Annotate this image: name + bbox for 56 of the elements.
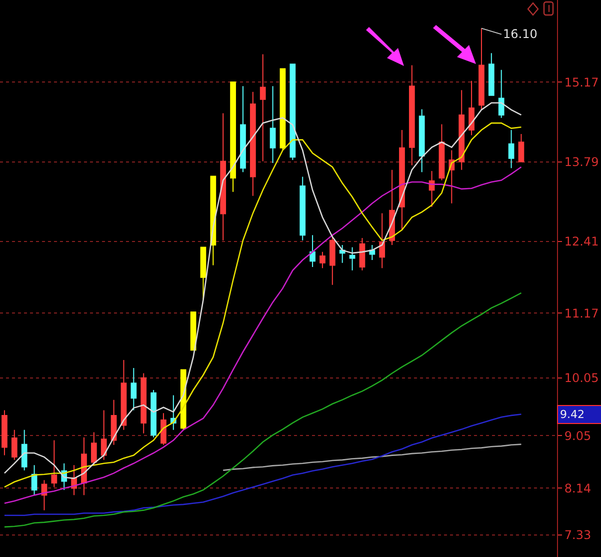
candlestick bbox=[408, 64, 415, 166]
candlestick bbox=[518, 134, 524, 162]
candlestick bbox=[300, 176, 306, 241]
candlestick bbox=[31, 464, 38, 496]
candlestick bbox=[508, 130, 514, 169]
candlestick bbox=[160, 412, 166, 446]
candlestick bbox=[320, 251, 326, 269]
candlestick bbox=[220, 112, 226, 241]
candlestick bbox=[240, 86, 246, 173]
candlestick bbox=[280, 68, 286, 151]
candlestick bbox=[418, 108, 425, 173]
candlestick bbox=[230, 82, 236, 192]
candlestick bbox=[329, 234, 336, 286]
candlestick bbox=[2, 410, 8, 456]
y-tick-label: 13.79 bbox=[564, 154, 599, 169]
candlestick bbox=[21, 429, 28, 471]
candlestick bbox=[110, 399, 117, 446]
candlestick bbox=[488, 52, 494, 96]
candlestick bbox=[120, 359, 127, 430]
candlestick bbox=[140, 372, 147, 434]
line-series bbox=[222, 444, 522, 471]
line-series bbox=[4, 292, 522, 528]
candlestick bbox=[498, 69, 504, 118]
y-tick-label: 9.05 bbox=[564, 428, 592, 443]
candlestick bbox=[458, 90, 465, 170]
y-tick-label: 15.17 bbox=[564, 75, 599, 90]
candlestick bbox=[90, 432, 97, 466]
candlestick bbox=[130, 368, 137, 411]
candlestick bbox=[11, 429, 18, 460]
candlestick bbox=[438, 124, 445, 181]
candlestick bbox=[100, 410, 107, 460]
y-tick-label: 8.14 bbox=[564, 481, 592, 496]
y-tick-label: 12.41 bbox=[564, 234, 599, 249]
line-series bbox=[4, 166, 522, 504]
candlestick bbox=[359, 238, 366, 271]
candlestick bbox=[150, 390, 156, 438]
candlestick bbox=[250, 91, 256, 196]
annotation: 16.10 bbox=[503, 27, 538, 41]
y-tick-label: 7.33 bbox=[564, 528, 592, 542]
y-tick-label: 10.05 bbox=[564, 371, 599, 386]
candlestick bbox=[468, 80, 474, 136]
candlestick bbox=[369, 244, 376, 261]
candlestick bbox=[310, 234, 316, 268]
line-series bbox=[4, 414, 522, 516]
candlestick bbox=[399, 130, 405, 230]
candlestick bbox=[270, 86, 276, 164]
candlestick bbox=[379, 212, 386, 269]
candlestick bbox=[51, 440, 58, 488]
candlestick bbox=[41, 480, 48, 511]
candlestick bbox=[349, 246, 356, 271]
candlestick bbox=[478, 28, 484, 110]
candlestick bbox=[260, 54, 266, 162]
candlestick bbox=[200, 246, 206, 300]
text: 9.42 bbox=[560, 408, 584, 421]
y-tick-label: 11.17 bbox=[564, 306, 599, 320]
candlestick bbox=[290, 64, 296, 161]
